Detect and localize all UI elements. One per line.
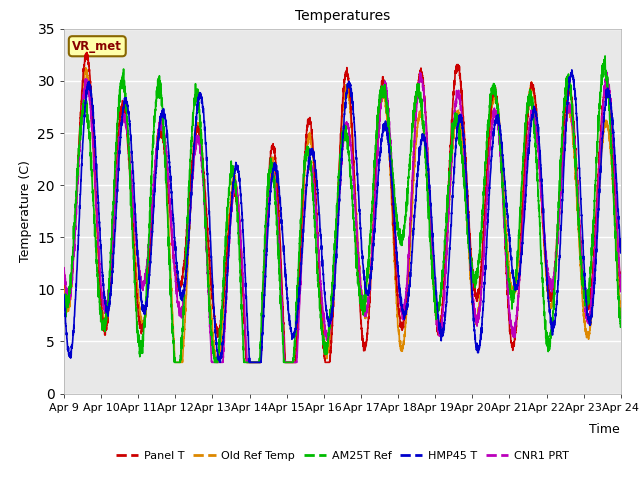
Old Ref Temp	[60, 276, 68, 282]
CNR1 PRT	[436, 331, 444, 337]
Old Ref Temp	[82, 65, 90, 71]
Old Ref Temp	[617, 315, 625, 321]
AM25T Ref	[436, 295, 444, 300]
Panel T	[83, 49, 91, 55]
CNR1 PRT	[617, 288, 625, 294]
CNR1 PRT	[467, 270, 475, 276]
HMP45 T	[216, 360, 224, 365]
Panel T	[60, 265, 68, 271]
Panel T	[243, 360, 250, 365]
Panel T	[436, 323, 444, 329]
Text: VR_met: VR_met	[72, 40, 122, 53]
Panel T	[322, 360, 330, 365]
AM25T Ref	[170, 360, 178, 365]
Line: Old Ref Temp: Old Ref Temp	[64, 68, 621, 362]
HMP45 T	[499, 156, 507, 162]
Title: Temperatures: Temperatures	[295, 10, 390, 24]
CNR1 PRT	[616, 282, 624, 288]
AM25T Ref	[499, 186, 507, 192]
AM25T Ref	[617, 323, 625, 328]
AM25T Ref	[467, 264, 475, 269]
AM25T Ref	[601, 53, 609, 59]
CNR1 PRT	[208, 360, 216, 365]
X-axis label: Time: Time	[589, 423, 620, 436]
Panel T	[616, 284, 624, 289]
AM25T Ref	[616, 321, 624, 327]
Old Ref Temp	[161, 144, 168, 149]
Y-axis label: Temperature (C): Temperature (C)	[19, 160, 32, 262]
Panel T	[499, 196, 507, 202]
CNR1 PRT	[499, 193, 507, 199]
Panel T	[617, 286, 625, 291]
Old Ref Temp	[322, 346, 330, 352]
Old Ref Temp	[436, 322, 444, 327]
Line: AM25T Ref: AM25T Ref	[64, 56, 621, 362]
Old Ref Temp	[172, 360, 179, 365]
AM25T Ref	[322, 341, 330, 347]
HMP45 T	[436, 324, 444, 329]
HMP45 T	[617, 250, 625, 255]
CNR1 PRT	[160, 129, 168, 135]
HMP45 T	[467, 276, 475, 281]
CNR1 PRT	[322, 332, 330, 337]
Old Ref Temp	[468, 290, 476, 296]
Legend: Panel T, Old Ref Temp, AM25T Ref, HMP45 T, CNR1 PRT: Panel T, Old Ref Temp, AM25T Ref, HMP45 …	[112, 446, 573, 466]
Line: HMP45 T: HMP45 T	[64, 70, 621, 362]
Old Ref Temp	[499, 175, 507, 180]
HMP45 T	[616, 240, 624, 246]
CNR1 PRT	[603, 70, 611, 75]
Panel T	[161, 144, 168, 150]
Line: Panel T: Panel T	[64, 52, 621, 362]
Line: CNR1 PRT: CNR1 PRT	[64, 72, 621, 362]
HMP45 T	[322, 302, 330, 308]
HMP45 T	[60, 292, 68, 298]
AM25T Ref	[160, 140, 168, 146]
AM25T Ref	[60, 293, 68, 299]
Old Ref Temp	[616, 306, 624, 312]
HMP45 T	[160, 114, 168, 120]
Panel T	[468, 258, 476, 264]
CNR1 PRT	[60, 265, 68, 271]
HMP45 T	[568, 67, 575, 73]
